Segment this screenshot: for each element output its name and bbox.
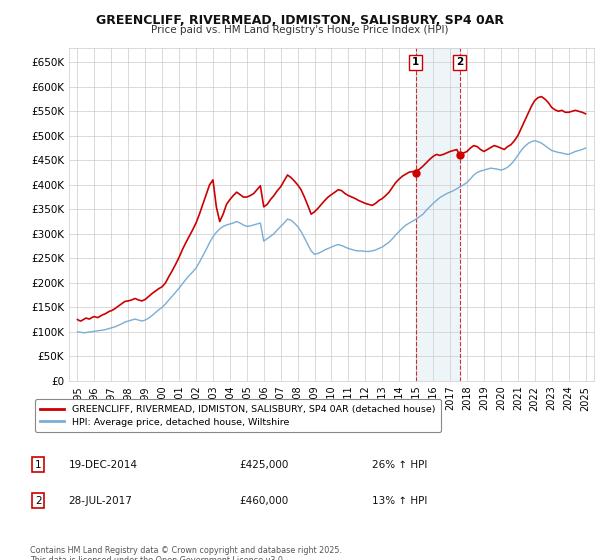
Text: 2: 2 — [456, 57, 463, 67]
Bar — [416, 48, 460, 381]
Text: 26% ↑ HPI: 26% ↑ HPI — [372, 460, 428, 470]
Text: £460,000: £460,000 — [240, 496, 289, 506]
Text: Contains HM Land Registry data © Crown copyright and database right 2025.
This d: Contains HM Land Registry data © Crown c… — [30, 546, 342, 560]
Text: 13% ↑ HPI: 13% ↑ HPI — [372, 496, 428, 506]
Text: 28-JUL-2017: 28-JUL-2017 — [68, 496, 133, 506]
Text: GREENCLIFF, RIVERMEAD, IDMISTON, SALISBURY, SP4 0AR: GREENCLIFF, RIVERMEAD, IDMISTON, SALISBU… — [96, 14, 504, 27]
Legend: GREENCLIFF, RIVERMEAD, IDMISTON, SALISBURY, SP4 0AR (detached house), HPI: Avera: GREENCLIFF, RIVERMEAD, IDMISTON, SALISBU… — [35, 399, 441, 432]
Text: Price paid vs. HM Land Registry's House Price Index (HPI): Price paid vs. HM Land Registry's House … — [151, 25, 449, 35]
Text: 1: 1 — [412, 57, 419, 67]
Text: £425,000: £425,000 — [240, 460, 289, 470]
Text: 1: 1 — [35, 460, 41, 470]
Text: 19-DEC-2014: 19-DEC-2014 — [68, 460, 137, 470]
Text: 2: 2 — [35, 496, 41, 506]
